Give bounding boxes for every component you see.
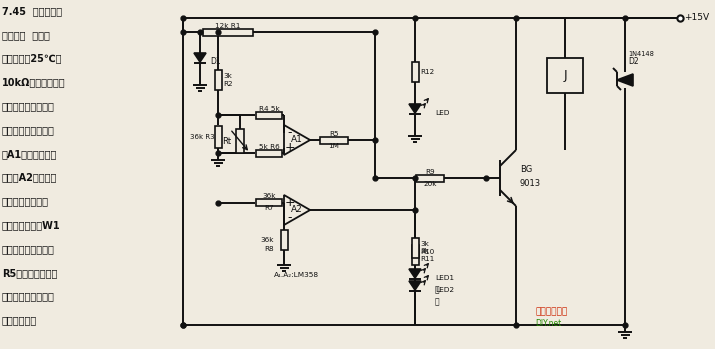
Text: 20k: 20k [423,181,437,187]
Text: R11: R11 [420,256,434,262]
Text: 36k R3: 36k R3 [190,134,215,140]
Bar [320,136,348,143]
Bar [412,62,418,82]
Text: R9: R9 [425,169,435,175]
Polygon shape [409,104,421,113]
Polygon shape [409,281,421,290]
Text: +15V: +15V [684,14,709,22]
Text: +: + [285,196,295,209]
Text: 比较器A2为热敏电: 比较器A2为热敏电 [2,173,57,183]
Bar [203,29,253,36]
Bar [547,58,583,92]
Text: BG: BG [520,165,532,174]
Text: J: J [563,68,567,82]
Text: 黄: 黄 [435,297,440,306]
Text: Rt: Rt [222,136,231,146]
Text: R2: R2 [223,81,232,87]
Text: -: - [287,126,292,139]
Text: A2: A2 [291,206,302,215]
Text: D1: D1 [210,58,221,67]
Polygon shape [409,269,421,278]
Bar [412,245,418,265]
Text: A1: A1 [291,135,302,144]
Text: DIY.net: DIY.net [535,319,561,327]
Bar [214,126,222,148]
Text: D2: D2 [628,58,638,67]
Bar [256,111,282,119]
Bar [280,230,287,250]
Bar [256,199,282,206]
Text: -: - [287,211,292,224]
Text: 10kΩ的负温度系数: 10kΩ的负温度系数 [2,77,66,87]
Text: R5: R5 [329,131,339,137]
Text: 9013: 9013 [520,178,541,187]
Text: R7: R7 [264,205,274,210]
Text: 36k: 36k [262,193,276,200]
Text: LED2: LED2 [435,287,454,293]
Text: 12k R1: 12k R1 [215,23,241,29]
Text: 指示电路，调整W1: 指示电路，调整W1 [2,220,61,230]
Polygon shape [617,74,633,86]
Text: 器频繁通断。: 器频繁通断。 [2,315,37,325]
Text: LED: LED [435,110,449,116]
Text: R10: R10 [420,249,434,255]
Text: 3k: 3k [223,73,232,79]
Text: 5k R6: 5k R6 [259,144,280,150]
Text: 电子开发社区: 电子开发社区 [535,307,567,317]
Text: A₁.A₂:LM358: A₁.A₂:LM358 [274,272,319,278]
Text: 3k: 3k [420,248,429,254]
Text: 可设定控制温度，调: 可设定控制温度，调 [2,244,55,254]
Bar [214,70,222,90]
Text: 7.45  热敏电阻温: 7.45 热敏电阻温 [2,6,62,16]
Text: 3k: 3k [420,241,429,247]
Text: 度控制器  温度传: 度控制器 温度传 [2,30,50,40]
Bar [416,174,444,181]
Text: 36k: 36k [260,237,274,243]
Text: 红: 红 [435,285,440,295]
Text: LED1: LED1 [435,275,454,281]
Text: 个比较器组成。比较: 个比较器组成。比较 [2,125,55,135]
Text: +: + [285,141,295,154]
Text: 阻损坏或接线断开: 阻损坏或接线断开 [2,196,49,206]
Text: R5可调节电路翻转: R5可调节电路翻转 [2,268,57,278]
Bar [256,149,282,156]
Text: R12: R12 [420,69,434,75]
Polygon shape [194,53,206,62]
Bar [236,129,244,153]
Text: 器A1为温控电路，: 器A1为温控电路， [2,149,57,159]
Text: 1M: 1M [329,143,340,149]
Text: 热敏电阻，电路由两: 热敏电阻，电路由两 [2,101,55,111]
Text: 感器采用在25℃为: 感器采用在25℃为 [2,54,62,64]
Text: 1N4148: 1N4148 [628,51,654,57]
Text: R8: R8 [265,246,274,252]
Text: 延时时间，以免继电: 延时时间，以免继电 [2,292,55,302]
Bar [412,238,418,258]
Text: R4 5k: R4 5k [259,106,280,112]
